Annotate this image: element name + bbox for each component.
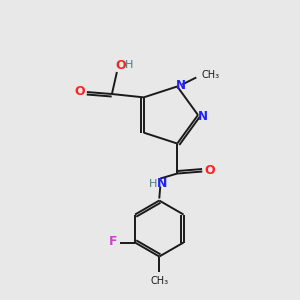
Text: H: H	[149, 178, 158, 188]
Text: CH₃: CH₃	[150, 275, 168, 286]
Text: H: H	[125, 60, 133, 70]
Text: O: O	[75, 85, 85, 98]
Text: N: N	[157, 177, 167, 190]
Text: O: O	[204, 164, 214, 177]
Text: N: N	[198, 110, 208, 124]
Text: O: O	[116, 58, 126, 71]
Text: N: N	[176, 79, 186, 92]
Text: CH₃: CH₃	[201, 70, 219, 80]
Text: F: F	[109, 235, 117, 248]
